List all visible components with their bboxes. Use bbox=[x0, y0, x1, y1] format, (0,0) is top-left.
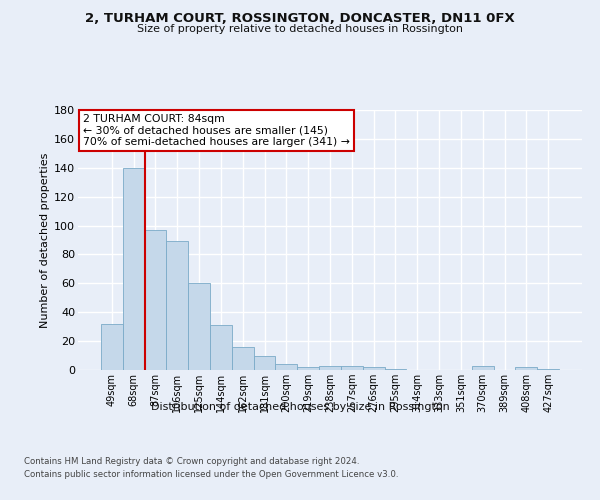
Text: Contains HM Land Registry data © Crown copyright and database right 2024.: Contains HM Land Registry data © Crown c… bbox=[24, 458, 359, 466]
Bar bbox=[145, 230, 166, 370]
Text: Contains public sector information licensed under the Open Government Licence v3: Contains public sector information licen… bbox=[24, 470, 398, 479]
Bar bbox=[232, 347, 254, 370]
Bar bbox=[341, 366, 363, 370]
Text: 2 TURHAM COURT: 84sqm
← 30% of detached houses are smaller (145)
70% of semi-det: 2 TURHAM COURT: 84sqm ← 30% of detached … bbox=[83, 114, 350, 147]
Text: 2, TURHAM COURT, ROSSINGTON, DONCASTER, DN11 0FX: 2, TURHAM COURT, ROSSINGTON, DONCASTER, … bbox=[85, 12, 515, 26]
Bar bbox=[210, 325, 232, 370]
Bar bbox=[188, 284, 210, 370]
Bar bbox=[254, 356, 275, 370]
Y-axis label: Number of detached properties: Number of detached properties bbox=[40, 152, 50, 328]
Bar bbox=[319, 366, 341, 370]
Bar bbox=[515, 367, 537, 370]
Bar bbox=[275, 364, 297, 370]
Bar bbox=[537, 368, 559, 370]
Bar bbox=[472, 366, 494, 370]
Bar bbox=[101, 324, 123, 370]
Bar bbox=[363, 367, 385, 370]
Text: Distribution of detached houses by size in Rossington: Distribution of detached houses by size … bbox=[151, 402, 449, 412]
Bar bbox=[297, 367, 319, 370]
Bar bbox=[166, 242, 188, 370]
Bar bbox=[385, 368, 406, 370]
Text: Size of property relative to detached houses in Rossington: Size of property relative to detached ho… bbox=[137, 24, 463, 34]
Bar bbox=[123, 168, 145, 370]
